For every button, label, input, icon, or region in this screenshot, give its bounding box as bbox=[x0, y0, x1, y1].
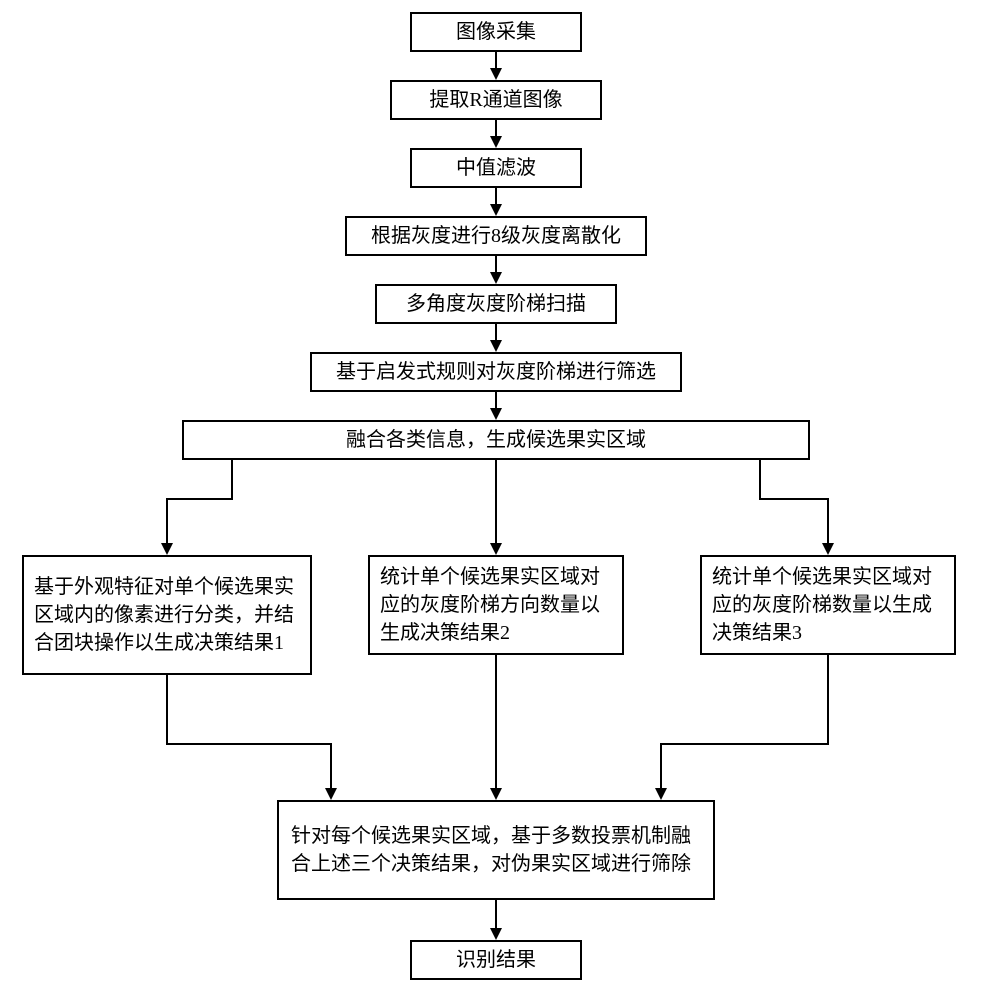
node-5-label: 多角度灰度阶梯扫描 bbox=[406, 290, 586, 318]
edge-10-11-v1 bbox=[827, 655, 829, 745]
node-9: 统计单个候选果实区域对应的灰度阶梯方向数量以生成决策结果2 bbox=[368, 555, 624, 655]
edge-10-11-v2 bbox=[660, 743, 662, 790]
arrow-4-5 bbox=[490, 272, 502, 284]
edge-7-8-h bbox=[166, 498, 233, 500]
node-2: 提取R通道图像 bbox=[390, 80, 602, 120]
arrow-7-8 bbox=[161, 543, 173, 555]
arrow-5-6 bbox=[490, 340, 502, 352]
node-4-label: 根据灰度进行8级灰度离散化 bbox=[371, 222, 621, 250]
edge-8-11-v2 bbox=[330, 743, 332, 790]
edge-7-8-v1 bbox=[231, 460, 233, 500]
node-1-label: 图像采集 bbox=[456, 18, 536, 46]
edge-7-10-v1 bbox=[759, 460, 761, 500]
node-6: 基于启发式规则对灰度阶梯进行筛选 bbox=[310, 352, 682, 392]
node-7-label: 融合各类信息，生成候选果实区域 bbox=[346, 426, 646, 454]
node-2-label: 提取R通道图像 bbox=[429, 86, 562, 114]
node-6-label: 基于启发式规则对灰度阶梯进行筛选 bbox=[336, 358, 656, 386]
node-9-label: 统计单个候选果实区域对应的灰度阶梯方向数量以生成决策结果2 bbox=[380, 563, 612, 647]
node-4: 根据灰度进行8级灰度离散化 bbox=[345, 216, 647, 256]
node-12-label: 识别结果 bbox=[456, 946, 536, 974]
flowchart-canvas: 图像采集 提取R通道图像 中值滤波 根据灰度进行8级灰度离散化 多角度灰度阶梯扫… bbox=[0, 0, 992, 1000]
arrow-3-4 bbox=[490, 204, 502, 216]
edge-7-10-h bbox=[759, 498, 827, 500]
node-11: 针对每个候选果实区域，基于多数投票机制融合上述三个决策结果，对伪果实区域进行筛除 bbox=[277, 800, 715, 900]
arrow-7-9 bbox=[490, 543, 502, 555]
edge-8-11-v1 bbox=[166, 675, 168, 745]
node-11-label: 针对每个候选果实区域，基于多数投票机制融合上述三个决策结果，对伪果实区域进行筛除 bbox=[291, 822, 701, 878]
node-10-label: 统计单个候选果实区域对应的灰度阶梯数量以生成决策结果3 bbox=[712, 563, 944, 647]
edge-7-9 bbox=[495, 460, 497, 545]
node-8: 基于外观特征对单个候选果实区域内的像素进行分类，并结合团块操作以生成决策结果1 bbox=[22, 555, 312, 675]
node-3: 中值滤波 bbox=[410, 148, 582, 188]
edge-7-8-v2 bbox=[166, 498, 168, 545]
edge-11-12 bbox=[495, 900, 497, 930]
arrow-7-10 bbox=[822, 543, 834, 555]
arrow-1-2 bbox=[490, 68, 502, 80]
edge-8-11-h bbox=[166, 743, 331, 745]
node-3-label: 中值滤波 bbox=[456, 154, 536, 182]
node-12: 识别结果 bbox=[410, 940, 582, 980]
arrow-8-11 bbox=[325, 788, 337, 800]
arrow-6-7 bbox=[490, 408, 502, 420]
edge-10-11-h bbox=[660, 743, 829, 745]
arrow-10-11 bbox=[655, 788, 667, 800]
arrow-2-3 bbox=[490, 136, 502, 148]
edge-7-10-v2 bbox=[827, 498, 829, 545]
node-10: 统计单个候选果实区域对应的灰度阶梯数量以生成决策结果3 bbox=[700, 555, 956, 655]
node-5: 多角度灰度阶梯扫描 bbox=[375, 284, 617, 324]
arrow-9-11 bbox=[490, 788, 502, 800]
node-1: 图像采集 bbox=[410, 12, 582, 52]
node-7: 融合各类信息，生成候选果实区域 bbox=[182, 420, 810, 460]
node-8-label: 基于外观特征对单个候选果实区域内的像素进行分类，并结合团块操作以生成决策结果1 bbox=[34, 573, 300, 657]
edge-9-11 bbox=[495, 655, 497, 790]
arrow-11-12 bbox=[490, 928, 502, 940]
